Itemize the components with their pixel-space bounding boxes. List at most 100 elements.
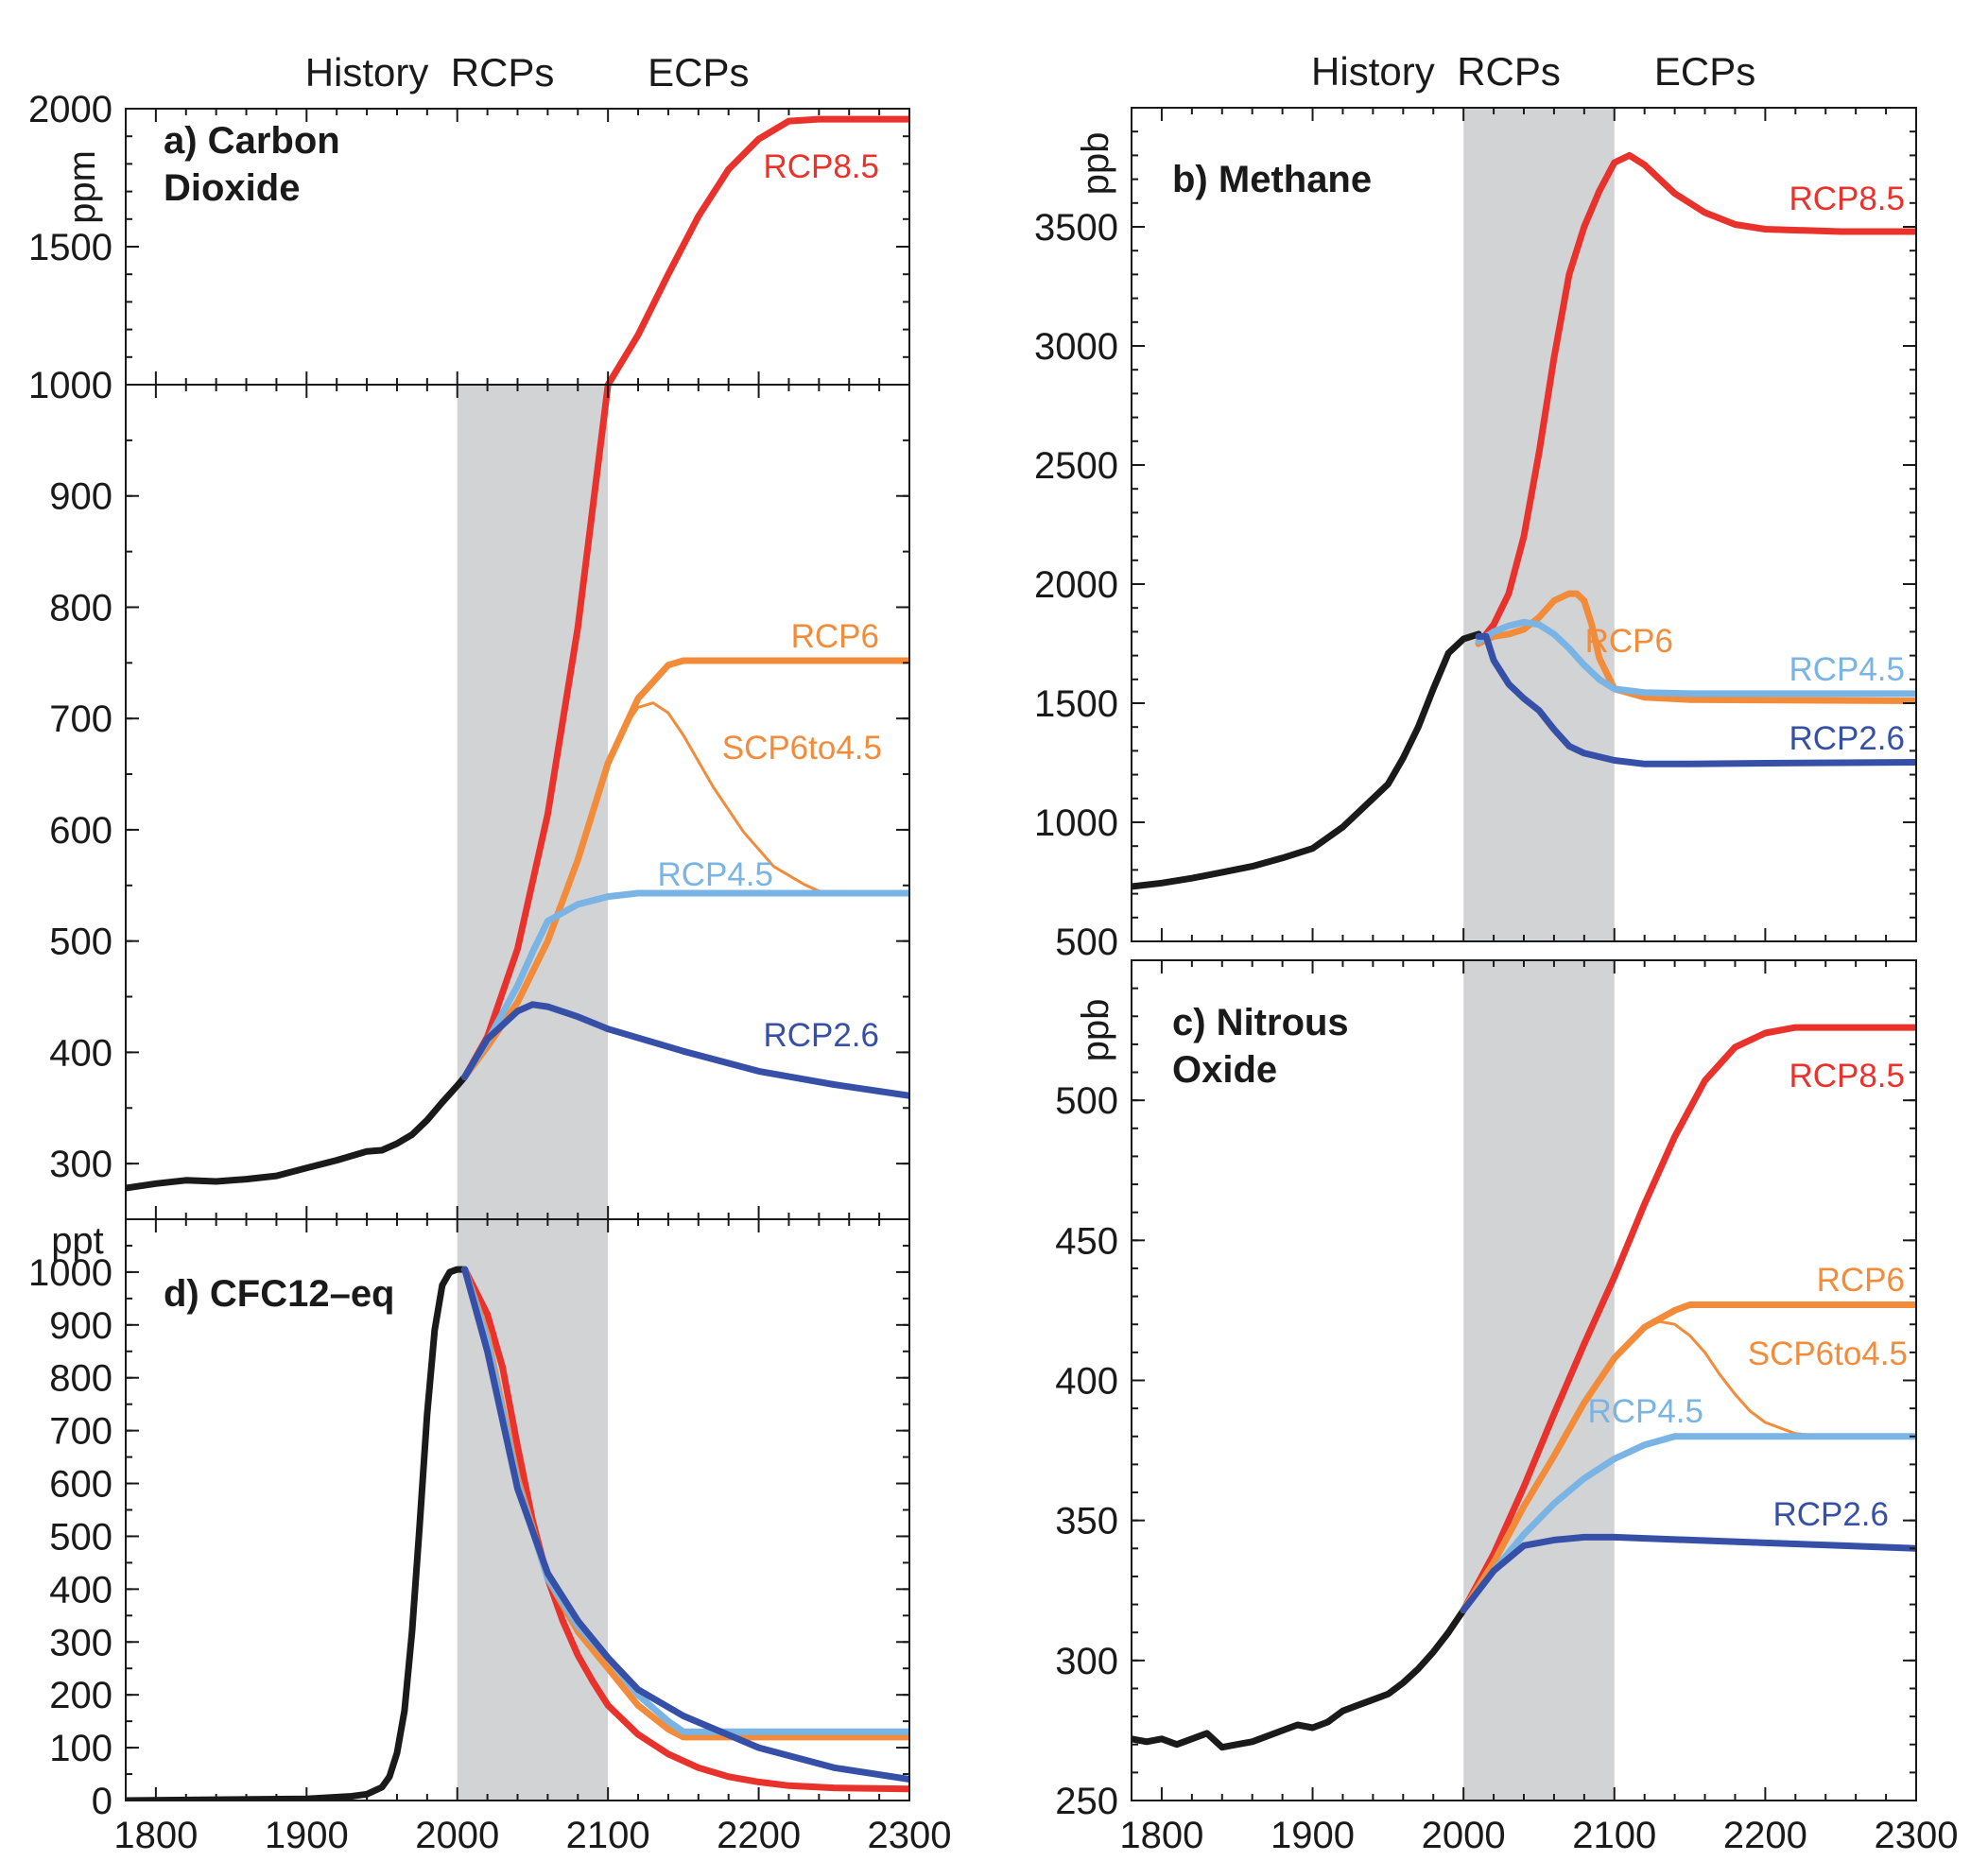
series-label-rcp8-5: RCP8.5 xyxy=(1789,181,1905,217)
y-tick-label: 600 xyxy=(49,1464,112,1506)
y-tick-label: 400 xyxy=(49,1569,112,1611)
y-axis-unit: ppb xyxy=(1075,132,1116,196)
y-tick-label: 1500 xyxy=(1034,683,1118,725)
series-label-rcp6: RCP6 xyxy=(791,618,879,655)
rcp-period-shade xyxy=(457,385,609,1219)
series-line-rcp4-5 xyxy=(1460,1433,1916,1613)
x-tick-label: 2300 xyxy=(868,1815,952,1856)
y-tick-label: 800 xyxy=(49,1358,112,1400)
y-tick-label: 300 xyxy=(49,1622,112,1663)
y-tick-label: 350 xyxy=(1055,1501,1118,1542)
y-axis-unit: ppt xyxy=(51,1220,104,1262)
series-label-rcp6: RCP6 xyxy=(1817,1262,1905,1299)
y-tick-label: 500 xyxy=(49,1516,112,1558)
series-label-rcp2-6: RCP2.6 xyxy=(1789,720,1905,757)
y-tick-label: 250 xyxy=(1055,1781,1118,1822)
x-tick-label: 1800 xyxy=(1119,1815,1203,1856)
x-tick-label: 1800 xyxy=(113,1815,198,1856)
series-line-rcp8-5 xyxy=(461,385,612,1080)
y-tick-label: 450 xyxy=(1055,1220,1118,1262)
series-label-rcp6: RCP6 xyxy=(1585,623,1673,660)
series-line-history xyxy=(1132,1607,1467,1751)
series-line-rcp4-5 xyxy=(1475,618,1916,698)
series-line-rcp2-6 xyxy=(461,1001,909,1099)
panel-title: a) Carbon xyxy=(164,120,340,162)
y-tick-label: 0 xyxy=(92,1781,112,1822)
y-axis-unit: ppb xyxy=(1075,999,1116,1062)
x-tick-label: 2000 xyxy=(1422,1815,1506,1856)
series-line-rcp8-5 xyxy=(604,115,909,385)
series-line-rcp8-5 xyxy=(461,1266,909,1793)
x-tick-label: 1900 xyxy=(1271,1815,1355,1856)
y-tick-label: 400 xyxy=(49,1032,112,1074)
y-tick-label: 1000 xyxy=(28,365,112,406)
series-label-rcp4-5: RCP4.5 xyxy=(657,856,773,893)
series-label-rcp2-6: RCP2.6 xyxy=(763,1017,879,1054)
panel-d-cfc12-eq: 1800 1900 2000 2100 2200 2300 0 100 200 300 400 500… xyxy=(28,1218,952,1856)
series-line-history xyxy=(126,1266,469,1801)
x-tick-label: 2100 xyxy=(566,1815,650,1856)
x-tick-label: 2200 xyxy=(717,1815,801,1856)
series-line-scp6to4-5 xyxy=(1643,1319,1827,1439)
panel-a-carbon-dioxide: 1000 1500 2000 300 400 500 600 700 800 900 RCP8.5 R… xyxy=(28,50,910,1220)
series-label-rcp4-5: RCP4.5 xyxy=(1587,1393,1703,1430)
era-label-ecps: ECPs xyxy=(1654,49,1755,94)
era-label-rcps: RCPs xyxy=(451,50,555,95)
y-tick-label: 2000 xyxy=(28,89,112,130)
series-line-rcp8-5 xyxy=(1460,1024,1916,1613)
y-tick-label: 100 xyxy=(49,1728,112,1769)
y-tick-label: 3000 xyxy=(1034,326,1118,368)
y-tick-label: 300 xyxy=(49,1144,112,1185)
panel-title: Oxide xyxy=(1172,1049,1277,1091)
x-tick-label: 1900 xyxy=(265,1815,349,1856)
series-line-rcp2-6 xyxy=(1460,1533,1916,1613)
y-tick-label: 2500 xyxy=(1034,445,1118,487)
series-label-rcp2-6: RCP2.6 xyxy=(1772,1496,1889,1533)
y-tick-label: 3500 xyxy=(1034,207,1118,249)
series-line-history xyxy=(1132,630,1482,890)
y-tick-label: 400 xyxy=(1055,1361,1118,1403)
y-tick-label: 900 xyxy=(49,476,112,518)
panel-title: b) Methane xyxy=(1172,159,1372,200)
y-tick-label: 1000 xyxy=(28,1252,112,1294)
rcp-period-shade xyxy=(1463,960,1615,1801)
y-tick-label: 700 xyxy=(49,698,112,740)
y-tick-label: 1000 xyxy=(1034,802,1118,844)
rcp-period-shade xyxy=(1463,108,1615,941)
era-label-history: History xyxy=(305,50,429,95)
x-tick-label: 2300 xyxy=(1875,1815,1959,1856)
series-line-rcp4-5 xyxy=(461,889,909,1080)
y-tick-label: 2000 xyxy=(1034,564,1118,606)
era-label-history: History xyxy=(1311,49,1435,94)
panel-title: d) CFC12–eq xyxy=(164,1273,395,1315)
series-line-rcp2-6 xyxy=(1475,632,1916,767)
y-tick-label: 300 xyxy=(1055,1641,1118,1682)
panel-title: c) Nitrous xyxy=(1172,1002,1349,1043)
panel-c-nitrous-oxide: 1800 1900 2000 2100 2200 2300 250 300 350 400 450 5… xyxy=(1055,959,1959,1856)
series-line-rcp8-5 xyxy=(1475,151,1916,647)
x-tick-label: 2100 xyxy=(1572,1815,1656,1856)
y-tick-label: 900 xyxy=(49,1305,112,1347)
series-label-rcp8-5: RCP8.5 xyxy=(763,148,879,185)
x-tick-label: 2200 xyxy=(1723,1815,1807,1856)
series-label-scp6to4-5: SCP6to4.5 xyxy=(1748,1335,1908,1372)
series-line-rcp2-6 xyxy=(461,1266,909,1783)
y-axis-unit: ppm xyxy=(61,150,103,224)
series-line-rcp6 xyxy=(1460,1301,1916,1613)
series-label-rcp8-5: RCP8.5 xyxy=(1789,1058,1905,1094)
y-tick-label: 600 xyxy=(49,810,112,852)
era-label-rcps: RCPs xyxy=(1457,49,1561,94)
y-tick-label: 500 xyxy=(1055,922,1118,963)
series-line-scp6to4-5 xyxy=(606,701,836,895)
y-tick-label: 700 xyxy=(49,1411,112,1453)
era-label-ecps: ECPs xyxy=(648,50,749,95)
y-tick-label: 500 xyxy=(49,922,112,963)
panel-b-methane: 500 1000 1500 2000 2500 3000 3500 RCP8.5 RCP6 RCP… xyxy=(1034,49,1917,963)
panel-title: Dioxide xyxy=(164,167,300,209)
y-tick-label: 800 xyxy=(49,587,112,629)
y-tick-label: 500 xyxy=(1055,1080,1118,1122)
x-tick-label: 2000 xyxy=(415,1815,499,1856)
y-tick-label: 200 xyxy=(49,1675,112,1716)
series-line-history xyxy=(126,1073,469,1192)
